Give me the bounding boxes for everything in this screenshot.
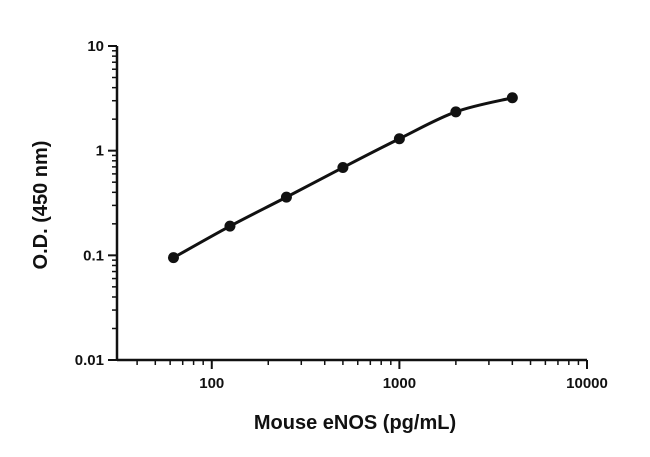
y-tick-label: 1 [96, 143, 104, 160]
tick-labels: 0.01 0.1 1 10 100 1000 10000 [75, 38, 608, 392]
data-point [450, 106, 462, 118]
x-tick-label: 10000 [566, 375, 608, 392]
y-tick-label: 0.1 [83, 247, 104, 264]
data-points [167, 92, 518, 264]
data-point [224, 220, 236, 232]
y-axis-title: O.D. (450 nm) [30, 141, 52, 270]
y-tick-label: 10 [87, 38, 104, 55]
data-point [393, 133, 405, 145]
fit-curve [172, 96, 513, 259]
axis-ticks [108, 45, 588, 369]
y-tick-label: 0.01 [75, 352, 104, 369]
data-point [337, 162, 349, 174]
x-tick-label: 1000 [383, 375, 416, 392]
axes [115, 46, 587, 362]
x-tick-label: 100 [199, 375, 224, 392]
data-point [280, 191, 292, 203]
data-point [167, 252, 179, 264]
data-point [506, 92, 518, 104]
x-axis-title: Mouse eNOS (pg/mL) [254, 412, 456, 434]
